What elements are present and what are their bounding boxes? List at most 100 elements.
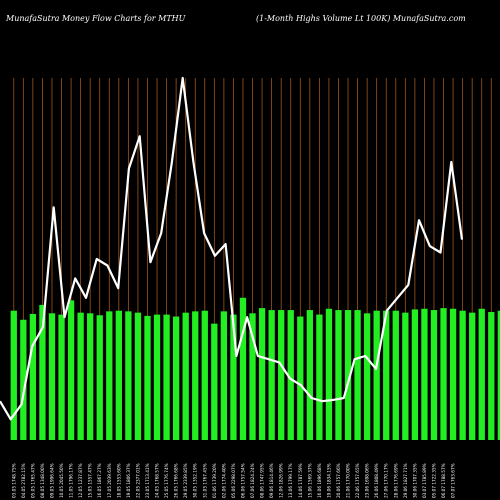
volume-bar — [96, 315, 103, 440]
x-tick-label: 24.05 1768.57% — [155, 463, 160, 498]
x-tick-label: 17.05 2039.63% — [107, 463, 112, 498]
x-tick-label: 12.06 1826.99% — [279, 463, 284, 498]
volume-bar — [87, 313, 94, 440]
volume-bar — [354, 310, 361, 440]
x-tick-label: 08.06 1747.95% — [260, 463, 265, 498]
volume-bar — [411, 309, 419, 440]
volume-bar — [469, 312, 476, 440]
volume-bar — [306, 310, 313, 440]
volume-bar — [106, 311, 113, 440]
volume-bar — [297, 316, 304, 440]
volume-bar — [268, 310, 275, 440]
x-tick-label: 14.06 1787.59% — [298, 463, 303, 498]
volume-bar — [39, 304, 46, 440]
x-tick-label: 04.05 2782.15% — [21, 463, 26, 498]
volume-bar — [249, 313, 256, 440]
x-tick-label: 05.06 2298.07% — [231, 463, 236, 498]
x-tick-label: 01.06 1739.20% — [212, 463, 217, 498]
x-tick-label: 23.05 1713.41% — [145, 463, 150, 498]
x-tick-label: 15.06 1569.37% — [307, 463, 312, 498]
x-tick-label: 22.06 1757.65% — [355, 463, 360, 498]
volume-bar — [430, 310, 438, 440]
volume-bar — [459, 310, 466, 440]
x-tick-label: 31.05 1767.45% — [202, 463, 207, 498]
volume-bar — [478, 308, 485, 440]
volume-bar — [497, 310, 500, 440]
volume-bar — [449, 308, 457, 440]
volume-bar — [325, 308, 333, 440]
x-tick-label: 06.07 1788.57% — [441, 463, 446, 498]
volume-bar — [383, 310, 390, 440]
volume-bar — [182, 312, 189, 440]
x-tick-label: 02.06 1774.40% — [221, 463, 226, 498]
volume-bar — [220, 311, 228, 440]
x-tick-label: 28.06 1776.69% — [393, 463, 398, 498]
x-tick-label: 16.05 1867.27% — [97, 463, 102, 498]
chart-title-left: MunafaSutra Money Flow Charts for MTHU — [5, 14, 186, 23]
volume-bar — [58, 314, 65, 440]
volume-bar — [488, 312, 495, 440]
x-tick-label: 05.05 1765.47% — [30, 463, 35, 498]
volume-bar — [258, 308, 266, 440]
x-tick-label: 20.06 1757.66% — [336, 463, 341, 498]
x-tick-label: 15.05 1557.47% — [88, 463, 93, 498]
x-tick-label: 23.06 1698.06% — [365, 463, 370, 498]
x-tick-label: 22.05 2377.01% — [135, 463, 140, 498]
volume-bar — [440, 308, 447, 440]
volume-bar — [163, 314, 170, 440]
x-tick-label: 13.06 1799.17% — [288, 463, 293, 498]
x-tick-label: 18.05 1553.60% — [116, 463, 121, 498]
x-tick-label: 08.05 1348.00% — [40, 463, 45, 498]
x-tick-label: 25.05 1776.74% — [164, 463, 169, 498]
x-tick-label: 07.07 1763.67% — [451, 463, 456, 498]
volume-bar — [402, 312, 409, 440]
volume-bar — [172, 316, 180, 440]
volume-bars — [10, 297, 500, 440]
x-tick-label: 30.06 1707.35% — [412, 463, 417, 498]
x-axis-labels: 03.05 1748.75% 04.05 2782.15% 05.05 1765.4… — [11, 463, 455, 498]
x-tick-label: 07.06 1824.24% — [250, 463, 255, 498]
x-tick-label: 27.06 1770.17% — [384, 463, 389, 498]
volume-bar — [153, 314, 161, 440]
x-tick-label: 09.06 1814.46% — [269, 463, 274, 498]
x-tick-label: 09.05 1996.64% — [49, 463, 54, 498]
volume-bar — [125, 311, 132, 440]
volume-bar — [192, 311, 199, 440]
volume-bar — [201, 310, 208, 440]
x-tick-label: 10.05 2045.50% — [59, 463, 64, 498]
volume-bar — [230, 314, 237, 440]
x-tick-label: 21.06 1770.00% — [346, 463, 351, 498]
x-tick-label: 19.05 1806.37% — [126, 463, 131, 498]
x-tick-label: 03.05 1748.75% — [11, 463, 16, 498]
volume-bar — [421, 308, 428, 440]
volume-bar — [29, 313, 37, 440]
money-flow-line — [0, 76, 464, 421]
volume-bar — [278, 310, 285, 440]
x-tick-label: 19.06 1834.15% — [326, 463, 331, 498]
x-tick-label: 06.06 1757.54% — [240, 463, 245, 498]
volume-bar — [344, 310, 352, 440]
x-tick-label: 16.06 1896.68% — [317, 463, 322, 498]
x-tick-label: 12.05 1237.87% — [78, 463, 83, 498]
volume-bar — [211, 323, 218, 440]
volume-bar — [115, 310, 122, 440]
x-tick-label: 11.05 1796.17% — [69, 463, 74, 498]
volume-bar — [392, 310, 399, 440]
volume-bar — [20, 319, 27, 440]
volume-bar — [10, 310, 17, 440]
volume-bar — [77, 312, 84, 440]
volume-bar — [363, 313, 371, 440]
volume-bar — [335, 310, 342, 440]
volume-bar — [67, 300, 75, 440]
volume-bar — [144, 315, 151, 440]
x-tick-label: 05.07 1722.35% — [431, 463, 436, 498]
volume-bar — [48, 313, 56, 440]
x-tick-label: 26.05 1766.68% — [174, 463, 179, 498]
chart-title-right: (1-Month Highs Volume Lt 100K) MunafaSut… — [256, 14, 466, 23]
volume-bar — [134, 312, 142, 440]
x-tick-label: 26.06 1808.49% — [374, 463, 379, 498]
volume-bar — [373, 310, 380, 440]
x-tick-label: 29.05 2339.85% — [183, 463, 188, 498]
x-tick-label: 30.05 1352.19% — [193, 463, 198, 498]
